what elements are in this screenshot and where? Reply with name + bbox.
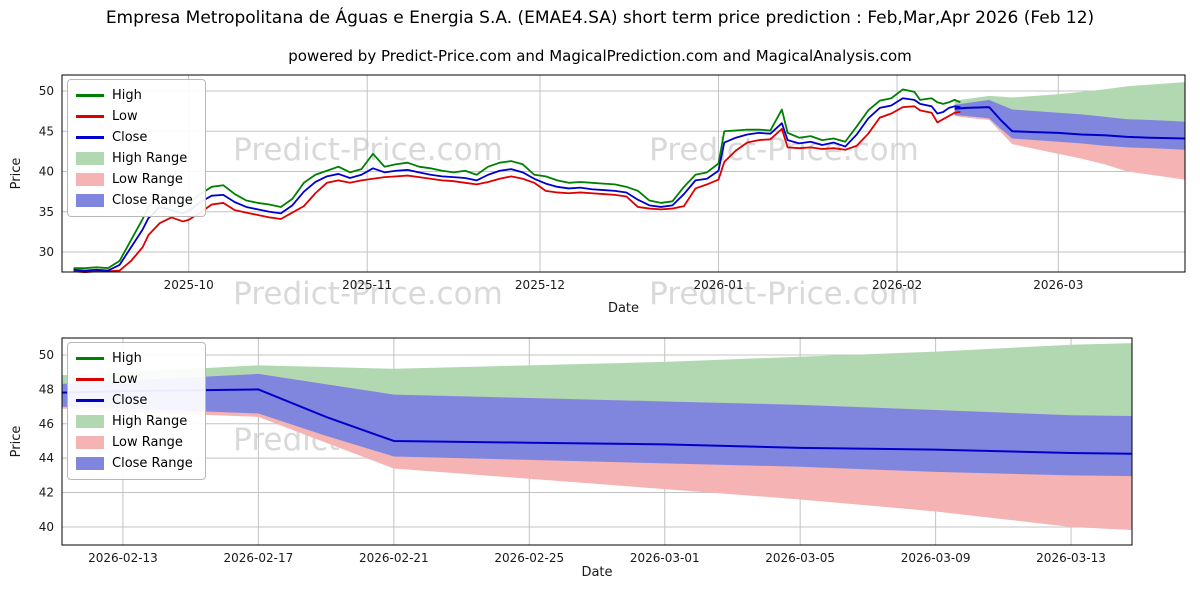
watermark-text: Predict-Price.com <box>233 132 503 168</box>
legend-line-swatch <box>76 357 104 360</box>
y-tick-label: 35 <box>39 205 54 219</box>
x-tick-label: 2025-11 <box>342 278 392 292</box>
legend-item: Close Range <box>76 190 193 211</box>
x-tick-label: 2026-03-13 <box>1036 551 1106 565</box>
chart-subtitle: powered by Predict-Price.com and Magical… <box>288 47 912 65</box>
close-range-band <box>62 373 1132 477</box>
legend-label: High Range <box>112 414 188 429</box>
legend-label: Low <box>112 109 138 124</box>
legend-line-swatch <box>76 399 104 402</box>
legend-patch-swatch <box>76 436 104 449</box>
watermark-text: Predict-Price.com <box>649 276 919 312</box>
legend-item: High Range <box>76 148 193 169</box>
legend-item: Close <box>76 127 193 148</box>
legend-item: Close <box>76 390 193 411</box>
plot-border <box>61 337 1133 546</box>
legend-patch-swatch <box>76 415 104 428</box>
legend-label: Close Range <box>112 456 193 471</box>
legend-item: High <box>76 85 193 106</box>
plot-border <box>61 74 1186 273</box>
x-tick-label: 2026-03-05 <box>765 551 835 565</box>
legend-line-swatch <box>76 94 104 97</box>
legend-patch-swatch <box>76 457 104 470</box>
legend-item: Low Range <box>76 432 193 453</box>
x-tick-label: 2026-02-17 <box>224 551 294 565</box>
x-tick-label: 2026-01 <box>693 278 743 292</box>
legend-label: High <box>112 88 142 103</box>
legend-item: High <box>76 348 193 369</box>
legend-label: Close <box>112 393 148 408</box>
legend-line-swatch <box>76 115 104 118</box>
y-tick-label: 46 <box>39 417 54 431</box>
y-tick-label: 40 <box>39 520 54 534</box>
x-tick-label: 2025-12 <box>515 278 565 292</box>
legend-line-swatch <box>76 136 104 139</box>
x-tick-label: 2026-03 <box>1033 278 1083 292</box>
low-line <box>73 105 961 273</box>
legend-label: Close <box>112 130 148 145</box>
prediction-zoom-chart: 2026-02-13 2026-02-17 2026-02-21 2026-02-25… <box>9 337 1133 580</box>
x-tick-label: 2026-02-13 <box>88 551 158 565</box>
y-tick-label: 45 <box>39 124 54 138</box>
legend-item: Low <box>76 369 193 390</box>
legend-line-swatch <box>76 378 104 381</box>
y-tick-label: 50 <box>39 84 54 98</box>
legend-item: High Range <box>76 411 193 432</box>
legend-label: High <box>112 351 142 366</box>
y-tick-label: 50 <box>39 348 54 362</box>
legend-patch-swatch <box>76 194 104 207</box>
x-axis-label: Date <box>608 301 639 316</box>
legend-label: High Range <box>112 151 188 166</box>
x-axis-label: Date <box>581 565 612 580</box>
chart-title: Empresa Metropolitana de Águas e Energia… <box>105 8 1095 28</box>
legend-label: Low <box>112 372 138 387</box>
x-tick-label: 2025-10 <box>164 278 214 292</box>
legend-item: Low <box>76 106 193 127</box>
x-tick-label: 2026-02-25 <box>494 551 564 565</box>
y-tick-label: 30 <box>39 245 54 259</box>
y-tick-label: 42 <box>39 486 54 500</box>
predicted-close-line <box>62 388 1132 455</box>
x-tick-label: 2026-03-01 <box>630 551 700 565</box>
legend-label: Low Range <box>112 435 183 450</box>
x-tick-label: 2026-03-09 <box>901 551 971 565</box>
y-axis-label: Price <box>9 426 24 458</box>
legend-item: Close Range <box>76 453 193 474</box>
legend-label: Low Range <box>112 172 183 187</box>
high-line <box>73 88 961 270</box>
predicted-close-line <box>954 106 1185 140</box>
y-axis-label: Price <box>9 158 24 190</box>
legend-patch-swatch <box>76 173 104 186</box>
close-line <box>73 97 961 272</box>
legend-patch-swatch <box>76 152 104 165</box>
x-tick-label: 2026-02 <box>872 278 922 292</box>
y-tick-label: 40 <box>39 165 54 179</box>
watermark-text: Predict-Price.com <box>233 276 503 312</box>
y-tick-label: 48 <box>39 382 54 396</box>
top-chart-legend: High Low Close High Range Low Range Close Ran… <box>67 79 206 217</box>
legend-item: Low Range <box>76 169 193 190</box>
legend-label: Close Range <box>112 193 193 208</box>
x-tick-label: 2026-02-21 <box>359 551 429 565</box>
bottom-chart-legend: High Low Close High Range Low Range Close Ran… <box>67 342 206 480</box>
y-tick-label: 44 <box>39 451 54 465</box>
history-and-prediction-chart: 2025-10 2025-11 2025-12 2026-01 2026-02 2026-… <box>9 74 1186 316</box>
